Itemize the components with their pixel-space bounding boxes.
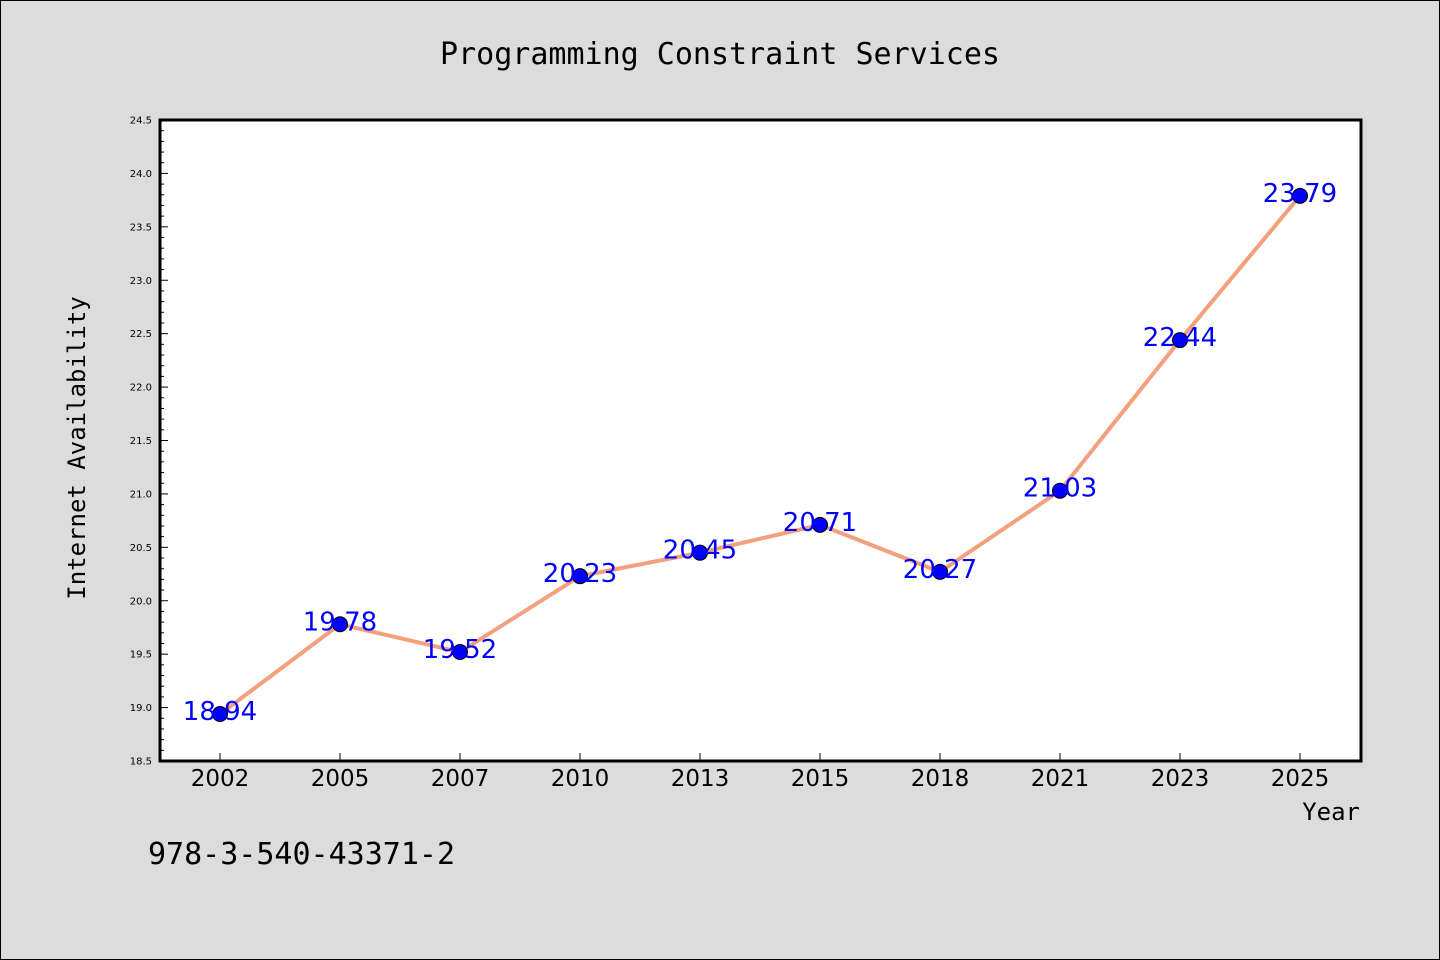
- y-tick-label: 22.5: [130, 329, 152, 340]
- data-label: 21.03: [1023, 474, 1097, 504]
- y-tick-label: 23.0: [130, 276, 152, 287]
- y-tick-label: 20.5: [130, 543, 152, 554]
- y-tick-label: 21.5: [130, 436, 152, 447]
- y-tick-label: 19.0: [130, 703, 152, 714]
- x-tick-label: 2002: [191, 766, 250, 792]
- x-tick-label: 2018: [911, 766, 970, 792]
- y-tick-label: 22.0: [130, 383, 152, 394]
- data-point: [1052, 482, 1068, 499]
- x-tick-label: 2005: [311, 766, 370, 792]
- x-tick-label: 2013: [671, 766, 730, 792]
- data-label: 20.27: [903, 555, 977, 585]
- data-label: 23.79: [1263, 179, 1337, 209]
- data-label: 22.44: [1143, 323, 1217, 353]
- x-tick-label: 2023: [1151, 766, 1210, 792]
- x-tick-label: 2007: [431, 766, 490, 792]
- y-tick-label: 21.0: [130, 489, 152, 500]
- data-label: 18.94: [183, 697, 257, 727]
- data-point: [452, 644, 468, 661]
- y-tick-label: 23.5: [130, 222, 152, 233]
- data-point: [572, 568, 588, 585]
- data-label: 20.23: [543, 559, 617, 589]
- chart-title: Programming Constraint Services: [440, 37, 1000, 72]
- data-labels-group: 18.94 19.78 19.52 20.23 20.45 20.71 20.27 21.03…: [183, 179, 1337, 727]
- series-line: [218, 193, 1302, 716]
- plot-area: [158, 118, 1363, 763]
- data-label: 20.71: [783, 508, 857, 538]
- data-point: [692, 544, 708, 561]
- data-label: 20.45: [663, 536, 737, 566]
- data-point: [812, 516, 828, 533]
- x-axis: 2002 2005 2007 2010 2013 2015 2018 2021 2023 2025: [191, 753, 1330, 792]
- x-tick-label: 2010: [551, 766, 610, 792]
- y-tick-label: 24.0: [130, 169, 152, 180]
- isbn-annotation: 978-3-540-43371-2: [148, 837, 455, 872]
- x-axis-title: Year: [1302, 798, 1360, 826]
- data-point: [932, 563, 948, 580]
- data-point: [1172, 332, 1188, 349]
- y-tick-label: 19.5: [130, 650, 152, 661]
- y-tick-label: 24.5: [130, 116, 152, 127]
- y-axis: 18.5 19.0 19.5 20.0 20.5 21.0 21.5 22.0 22.5 23.0…: [130, 116, 168, 768]
- y-tick-label: 20.0: [130, 596, 152, 607]
- data-label: 19.52: [423, 635, 497, 665]
- series-group: [212, 187, 1308, 722]
- y-tick-label: 18.5: [130, 757, 152, 768]
- data-label: 19.78: [303, 607, 377, 637]
- x-tick-label: 2015: [791, 766, 850, 792]
- data-point: [1292, 187, 1308, 204]
- data-point: [332, 616, 348, 633]
- x-tick-label: 2025: [1271, 766, 1330, 792]
- x-tick-label: 2021: [1031, 766, 1090, 792]
- data-point: [212, 705, 228, 722]
- y-axis-title: Internet Availability: [63, 296, 91, 599]
